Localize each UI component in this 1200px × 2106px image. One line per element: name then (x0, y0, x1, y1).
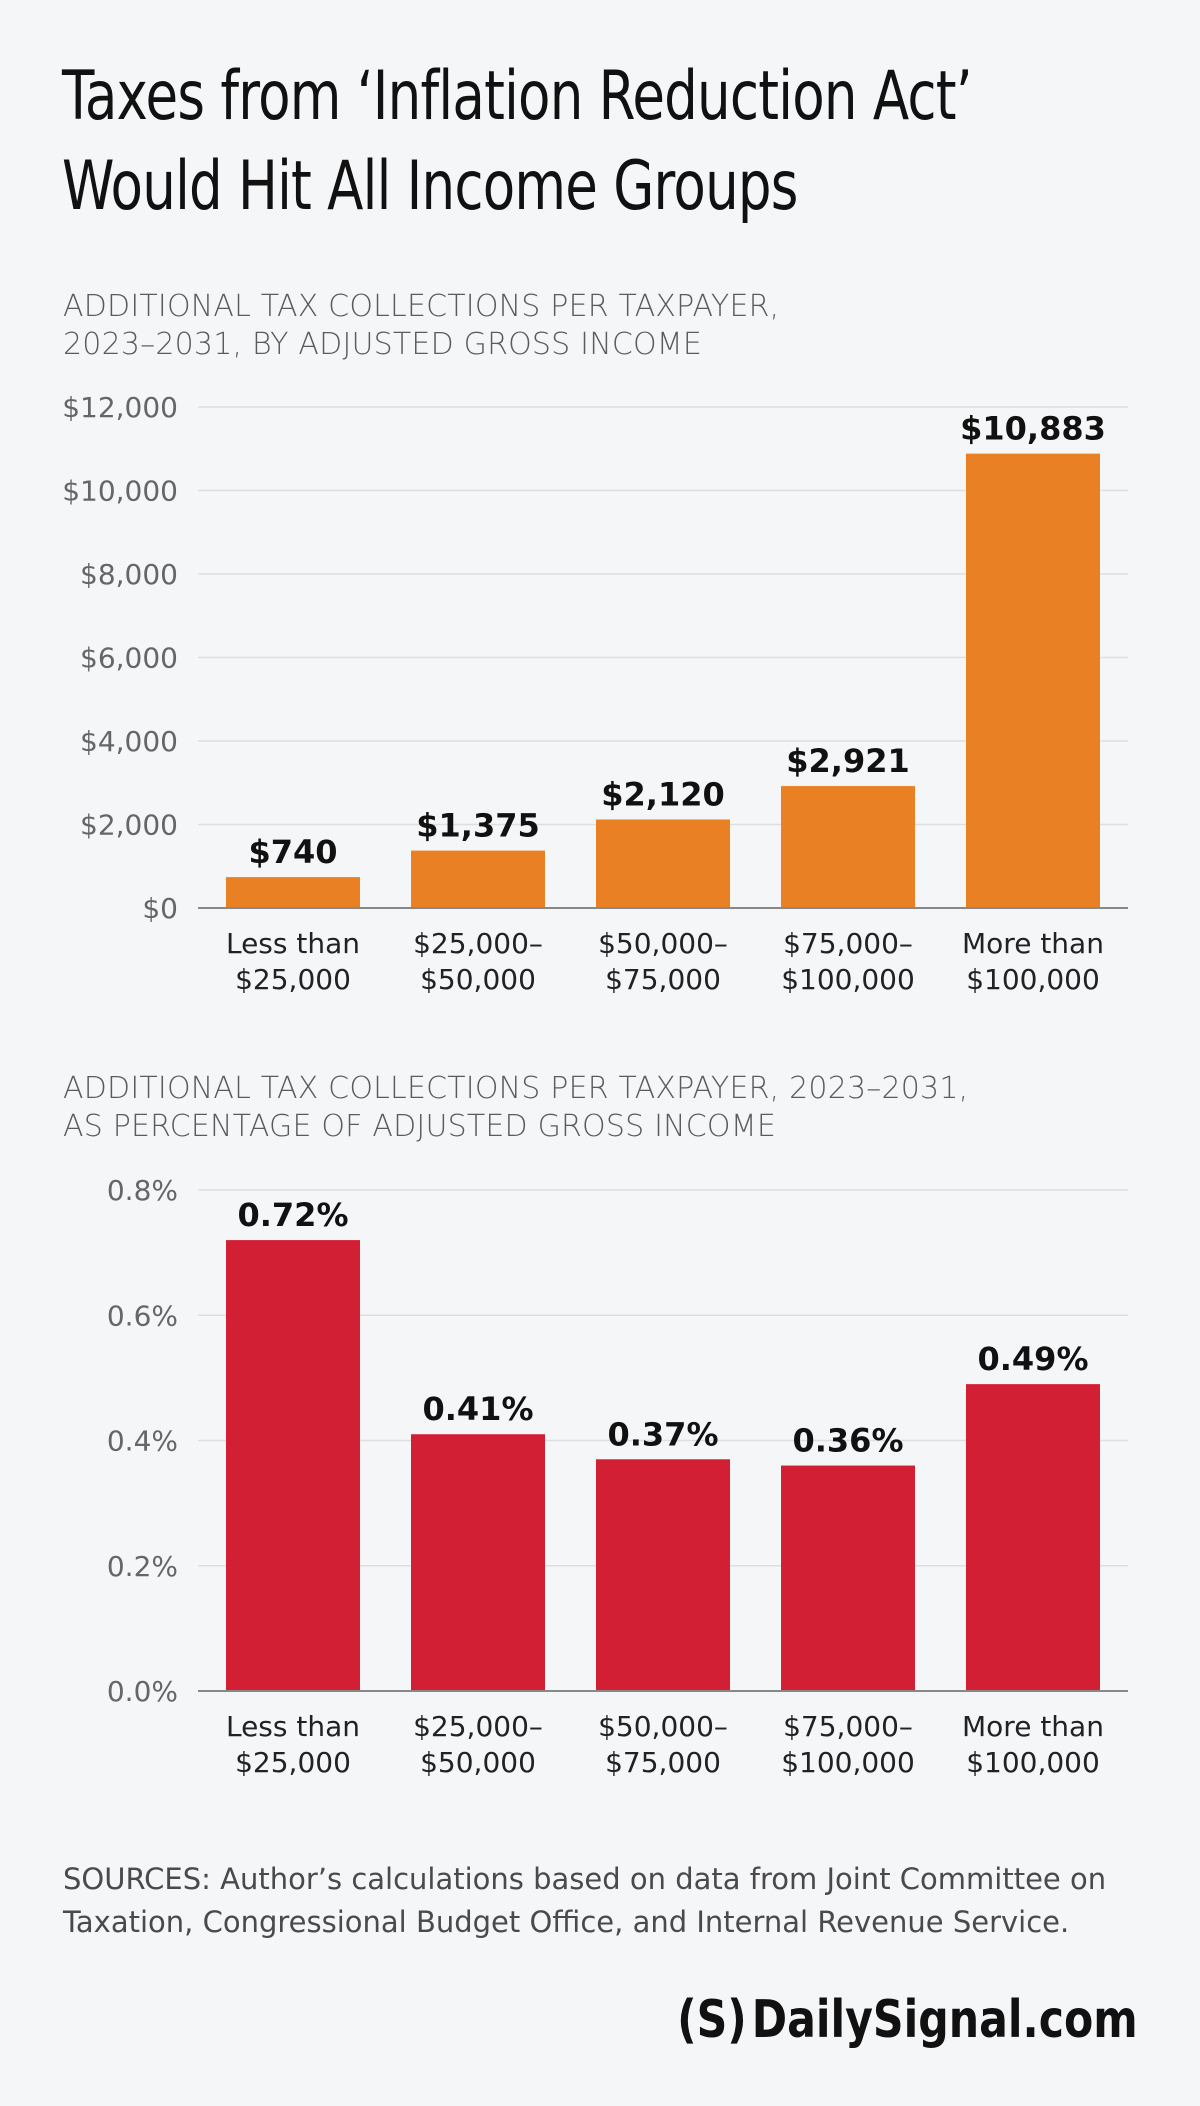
chart2-xtick-label: $50,000– (598, 1710, 728, 1743)
chart1-data-label: $10,883 (960, 410, 1106, 448)
chart2-xtick-label: $50,000 (420, 1746, 536, 1779)
chart1-ytick-label: $2,000 (80, 809, 178, 842)
chart1-xtick-label: More than (962, 927, 1104, 960)
chart2-subtitle: ADDITIONAL TAX COLLECTIONS PER TAXPAYER,… (63, 1070, 1063, 1146)
chart1-ytick-label: $12,000 (62, 391, 178, 424)
chart2-xtick-label: More than (962, 1710, 1104, 1743)
chart2-xtick-label: $100,000 (966, 1746, 1100, 1779)
chart1-data-label: $740 (248, 833, 337, 871)
chart2-bar (411, 1434, 545, 1691)
chart1-xtick-label: $25,000 (235, 963, 351, 996)
chart1-xtick-label: $50,000 (420, 963, 536, 996)
chart2-bar (226, 1240, 360, 1691)
chart1-ytick-label: $4,000 (80, 725, 178, 758)
chart2-ytick-label: 0.0% (107, 1675, 178, 1708)
chart2-xtick-label: $25,000– (413, 1710, 543, 1743)
chart1-ytick-label: $10,000 (62, 475, 178, 508)
tax-per-taxpayer-bar-chart: $0 $2,000 $4,000 $6,000 $8,000 $10,000 $12,000… (62, 391, 1128, 996)
chart2-data-label: 0.36% (792, 1422, 903, 1460)
chart2-data-label: 0.49% (977, 1340, 1088, 1378)
chart1-data-label: $1,375 (416, 807, 539, 845)
chart2-data-label: 0.37% (607, 1415, 718, 1453)
chart2-bar (966, 1384, 1100, 1691)
chart1-bar (596, 819, 730, 908)
chart2-ytick-label: 0.6% (107, 1299, 178, 1332)
chart1-xtick-label: $100,000 (781, 963, 915, 996)
signal-logo-mark: (S) (677, 1990, 748, 2050)
chart1-xtick-label: $100,000 (966, 963, 1100, 996)
title-line-1: Taxes from ‘Inflation Reduction Act’ (62, 57, 973, 136)
chart2-ytick-label: 0.2% (107, 1550, 178, 1583)
chart2-ytick-label: 0.4% (107, 1425, 178, 1458)
chart2-xtick-label: $100,000 (781, 1746, 915, 1779)
title-line-2: Would Hit All Income Groups (62, 147, 798, 226)
chart1-xtick-label: $50,000– (598, 927, 728, 960)
chart2-xtick-label: $25,000 (235, 1746, 351, 1779)
chart1-data-label: $2,921 (786, 742, 909, 780)
chart2-xtick-label: $75,000 (605, 1746, 721, 1779)
chart1-bar (781, 786, 915, 908)
chart2-bar (781, 1465, 915, 1691)
chart2-xtick-label: Less than (226, 1710, 360, 1743)
page-title: Taxes from ‘Inflation Reduction Act’ Wou… (62, 52, 1154, 232)
chart1-xtick-label: $25,000– (413, 927, 543, 960)
daily-signal-logo: (S) DailySignal.com (677, 1990, 1138, 2050)
sources-line-2: Taxation, Congressional Budget Office, a… (63, 1905, 1070, 1939)
chart1-xtick-label: $75,000 (605, 963, 721, 996)
chart2-data-label: 0.72% (237, 1196, 348, 1234)
chart2-subtitle-line-2: AS PERCENTAGE OF ADJUSTED GROSS INCOME (63, 1109, 776, 1144)
chart1-xtick-label: $75,000– (783, 927, 913, 960)
chart2-xtick-label: $75,000– (783, 1710, 913, 1743)
brand-name: DailySignal.com (752, 1990, 1138, 2050)
sources-note: SOURCES: Author’s calculations based on … (63, 1858, 1143, 1944)
chart1-subtitle: ADDITIONAL TAX COLLECTIONS PER TAXPAYER,… (63, 288, 1063, 364)
chart1-subtitle-line-2: 2023–2031, BY ADJUSTED GROSS INCOME (63, 327, 703, 362)
chart1-subtitle-line-1: ADDITIONAL TAX COLLECTIONS PER TAXPAYER, (63, 289, 780, 324)
chart1-ytick-label: $8,000 (80, 558, 178, 591)
chart1-data-label: $2,120 (601, 775, 724, 813)
chart1-bar (411, 850, 545, 908)
chart1-bar (226, 877, 360, 908)
chart1-ytick-label: $6,000 (80, 642, 178, 675)
tax-percentage-bar-chart: 0.0%0.2%0.4%0.6%0.8%0.72%Less than$25,00… (107, 1174, 1128, 1779)
chart2-ytick-label: 0.8% (107, 1174, 178, 1207)
chart2-bar (596, 1459, 730, 1691)
chart2-subtitle-line-1: ADDITIONAL TAX COLLECTIONS PER TAXPAYER,… (63, 1071, 969, 1106)
chart1-xtick-label: Less than (226, 927, 360, 960)
chart2-data-label: 0.41% (422, 1390, 533, 1428)
sources-line-1: SOURCES: Author’s calculations based on … (63, 1862, 1107, 1896)
chart1-bar (966, 453, 1100, 908)
chart1-ytick-label: $0 (142, 892, 178, 925)
